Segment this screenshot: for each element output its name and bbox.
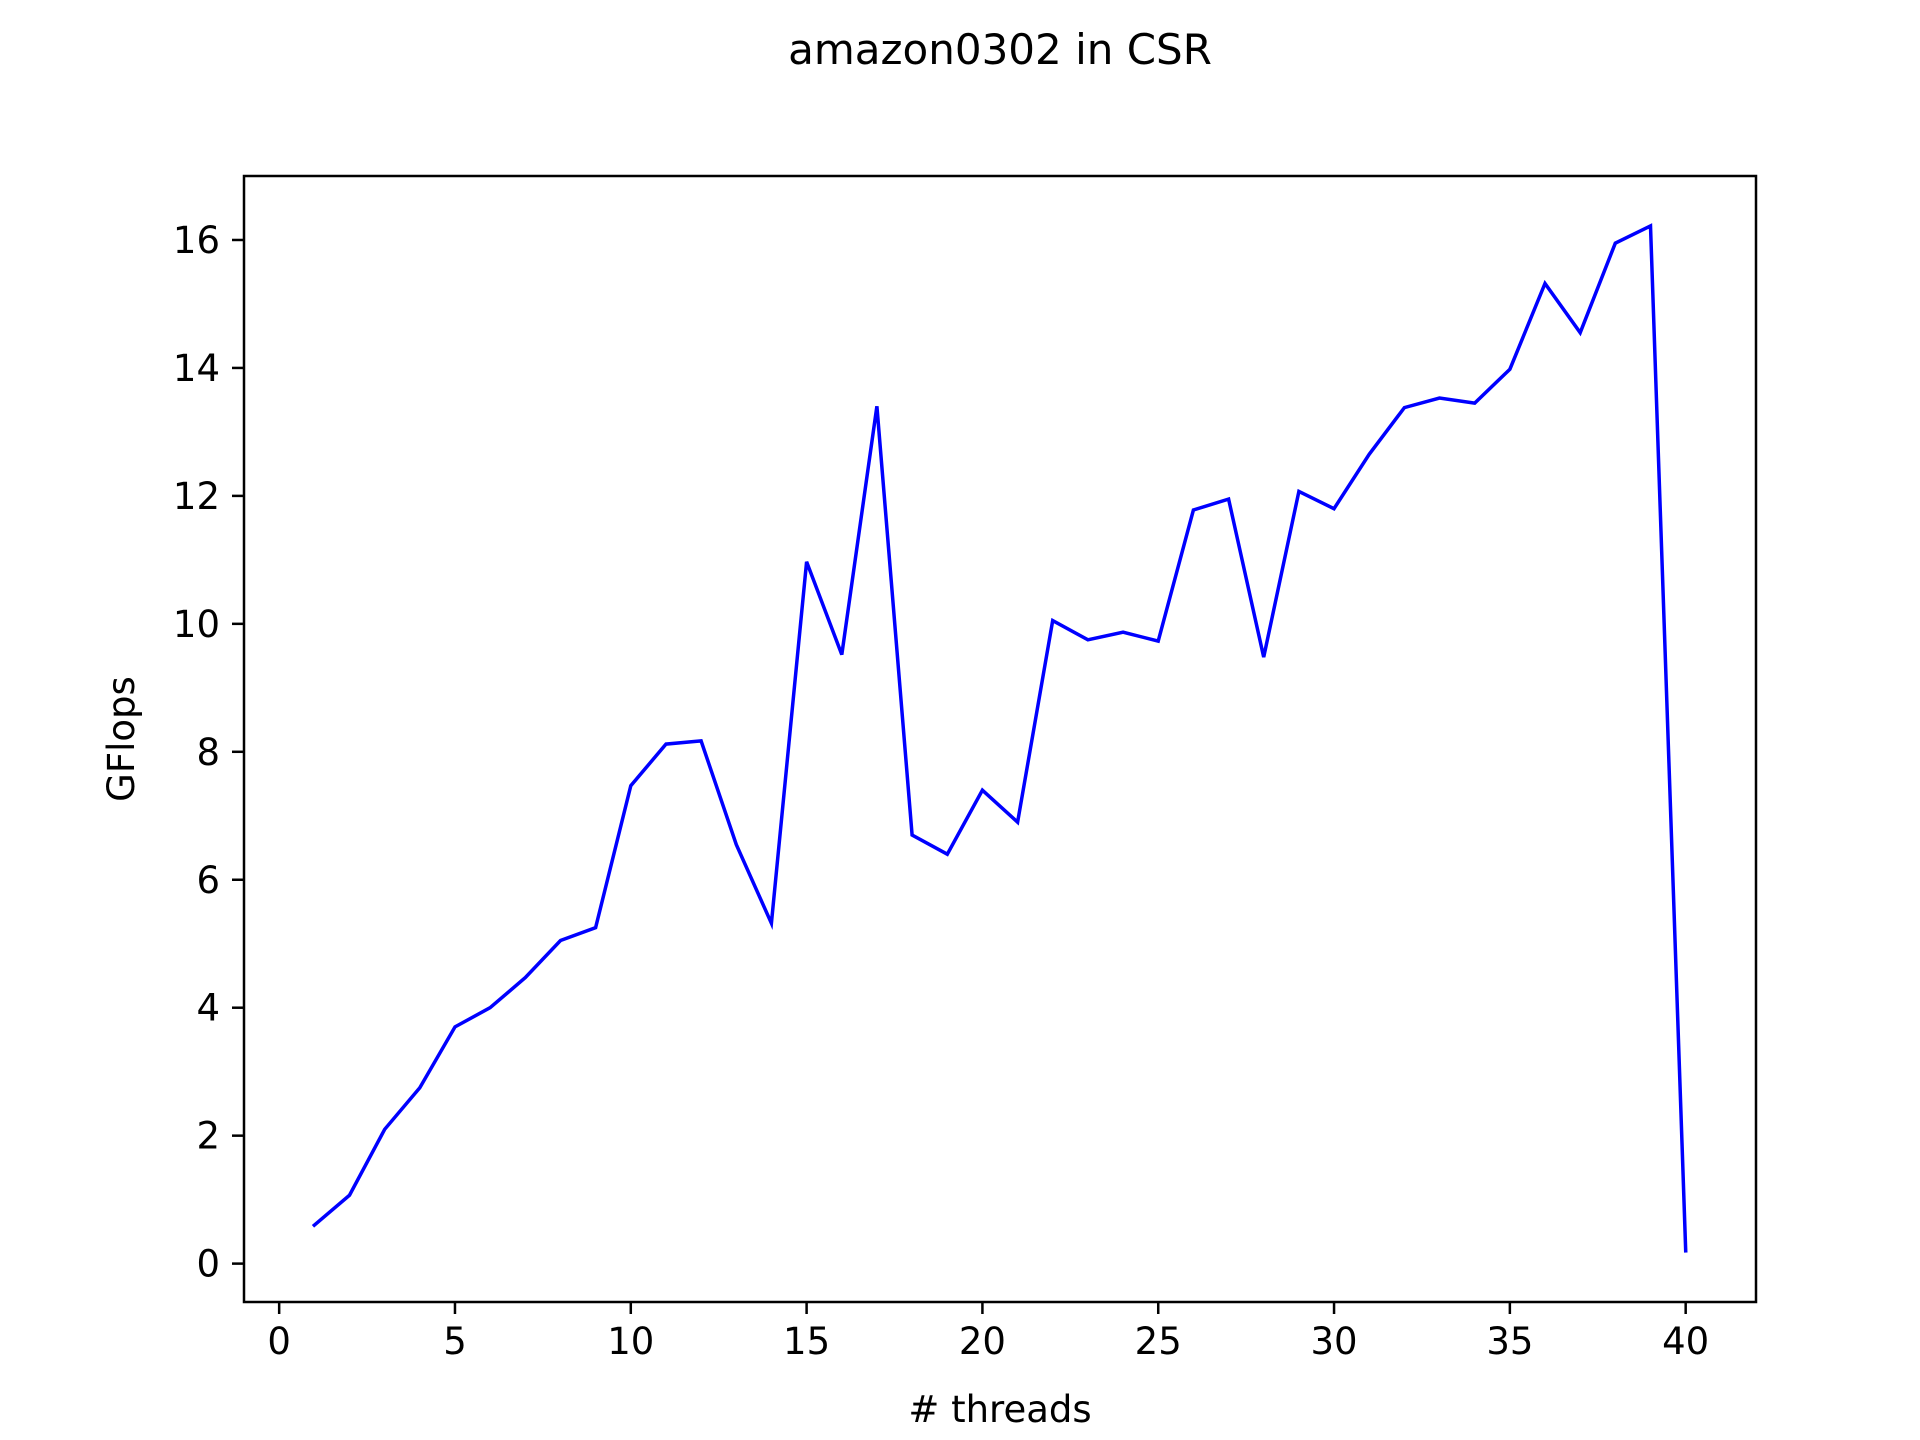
x-tick-label: 15 [783,1320,830,1363]
y-tick-label: 12 [173,475,220,518]
x-axis: 0 5 10 15 20 25 30 35 40 [267,1302,1709,1363]
x-tick-label: 40 [1662,1320,1709,1363]
y-tick-label: 4 [196,987,220,1030]
chart-title: amazon0302 in CSR [788,25,1212,74]
y-tick-label: 16 [173,219,220,262]
y-tick-label: 6 [196,859,220,902]
y-tick-label: 2 [196,1115,220,1158]
x-tick-label: 25 [1135,1320,1182,1363]
x-tick-label: 30 [1310,1320,1357,1363]
x-tick-label: 0 [267,1320,291,1363]
y-axis-label: GFlops [100,676,143,802]
x-tick-label: 20 [959,1320,1006,1363]
y-tick-label: 8 [196,731,220,774]
series-line [311,223,1688,1253]
x-tick-label: 10 [607,1320,654,1363]
x-tick-label: 5 [443,1320,467,1363]
y-axis: 0 2 4 6 8 10 12 14 16 [173,219,244,1286]
plot-area [311,223,1688,1253]
x-tick-label: 35 [1486,1320,1533,1363]
y-tick-label: 10 [173,603,220,646]
y-tick-label: 14 [173,347,220,390]
x-axis-label: # threads [908,1388,1091,1431]
plot-frame [242,174,1758,1304]
y-tick-label: 0 [196,1243,220,1286]
